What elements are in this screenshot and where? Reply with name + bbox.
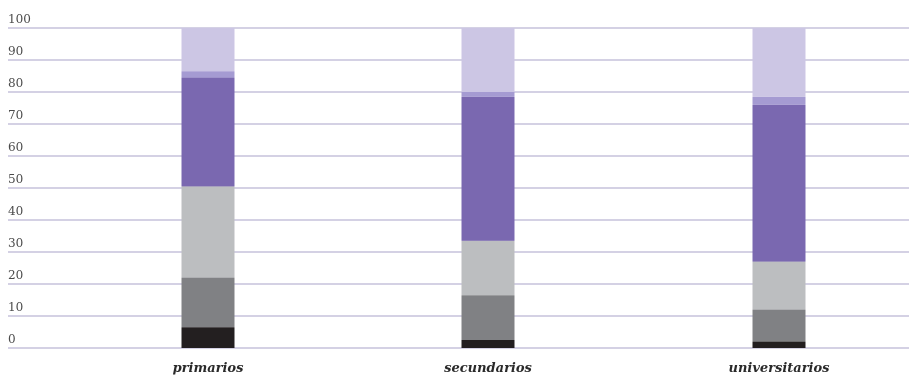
y-tick-label-0: 0 xyxy=(8,332,16,346)
x-category-label-secundarios: secundarios xyxy=(444,361,532,375)
bar-segment-primarios-4 xyxy=(181,77,235,187)
bar-segment-universitarios-5 xyxy=(752,96,806,105)
bar-segment-secundarios-3 xyxy=(461,240,515,296)
x-category-label-universitarios: universitarios xyxy=(729,361,831,375)
y-tick-label-20: 20 xyxy=(8,268,23,282)
bar-segment-primarios-1 xyxy=(181,327,235,348)
x-category-label-primarios: primarios xyxy=(173,361,245,375)
y-tick-label-90: 90 xyxy=(8,44,23,58)
bar-segment-secundarios-5 xyxy=(461,92,515,97)
y-tick-label-70: 70 xyxy=(8,108,23,122)
bar-segment-primarios-3 xyxy=(181,186,235,278)
bar-segment-primarios-5 xyxy=(181,71,235,78)
x-axis-category-labels: primarios secundarios universitarios xyxy=(173,361,831,375)
bar-segment-secundarios-6 xyxy=(461,28,515,92)
y-axis-tick-labels: 0 10 20 30 40 50 60 70 80 90 100 xyxy=(8,12,31,346)
bar-segment-primarios-6 xyxy=(181,28,235,72)
bar-segment-secundarios-1 xyxy=(461,340,515,348)
y-tick-label-30: 30 xyxy=(8,236,23,250)
bar-segment-secundarios-2 xyxy=(461,295,515,340)
y-tick-label-40: 40 xyxy=(8,204,23,218)
bar-universitarios xyxy=(752,28,806,348)
y-tick-label-10: 10 xyxy=(8,300,23,314)
y-tick-label-80: 80 xyxy=(8,76,23,90)
bar-segment-primarios-2 xyxy=(181,277,235,328)
bar-primarios xyxy=(181,28,235,348)
bar-segment-secundarios-4 xyxy=(461,96,515,241)
bar-segment-universitarios-6 xyxy=(752,28,806,97)
y-tick-label-60: 60 xyxy=(8,140,23,154)
bar-segment-universitarios-4 xyxy=(752,104,806,262)
y-tick-label-50: 50 xyxy=(8,172,23,186)
bar-segment-universitarios-1 xyxy=(752,341,806,348)
bar-secundarios xyxy=(461,28,515,348)
bar-segment-universitarios-3 xyxy=(752,261,806,310)
y-tick-label-100: 100 xyxy=(8,12,31,26)
bars xyxy=(181,28,806,348)
bar-segment-universitarios-2 xyxy=(752,309,806,342)
